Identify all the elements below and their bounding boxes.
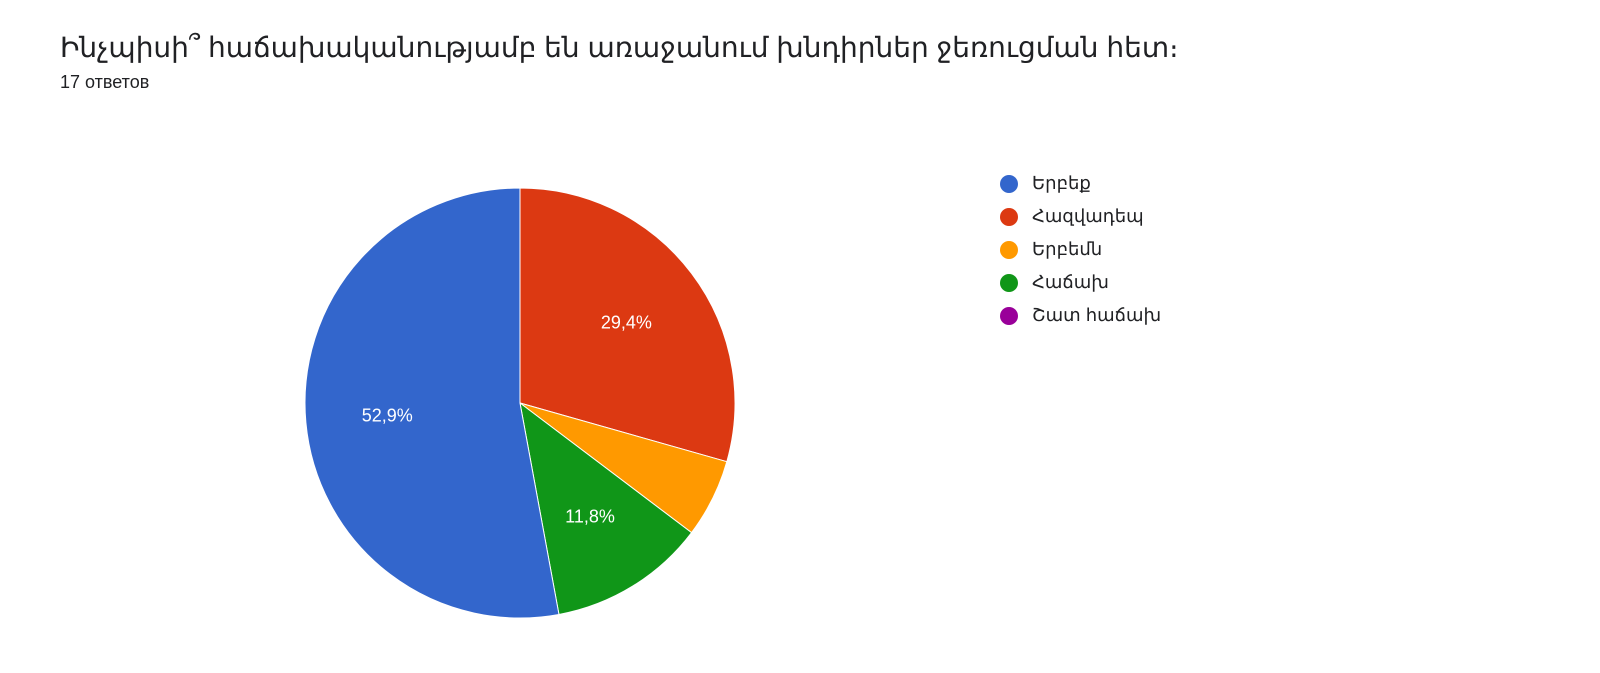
legend-swatch — [1000, 274, 1018, 292]
chart-subtitle: 17 ответов — [60, 72, 1540, 93]
slice-label: 11,8% — [565, 506, 615, 527]
legend-swatch — [1000, 241, 1018, 259]
legend-swatch — [1000, 208, 1018, 226]
legend-swatch — [1000, 307, 1018, 325]
slice-label: 52,9% — [362, 405, 413, 426]
legend-item[interactable]: Շատ հաճախ — [1000, 305, 1161, 326]
pie-chart: 29,4% 11,8% 52,9% — [60, 113, 960, 633]
legend-label: Հաճախ — [1032, 272, 1109, 293]
legend-item[interactable]: Հազվադեպ — [1000, 206, 1161, 227]
legend-label: Երբեք — [1032, 173, 1091, 194]
legend: Երբեք Հազվադեպ Երբեմն Հաճախ Շատ հաճախ — [1000, 173, 1161, 338]
slice-label: 29,4% — [601, 313, 652, 334]
legend-label: Երբեմն — [1032, 239, 1102, 260]
chart-row: 29,4% 11,8% 52,9% Երբեք Հազվադեպ Երբեմն Հաճախ… — [60, 113, 1540, 633]
chart-title: Ինչպիսի՞ հաճախականությամբ են առաջանում խ… — [60, 30, 1540, 66]
legend-item[interactable]: Երբեք — [1000, 173, 1161, 194]
chart-container: Ինչպիսի՞ հաճախականությամբ են առաջանում խ… — [0, 0, 1600, 673]
legend-item[interactable]: Հաճախ — [1000, 272, 1161, 293]
legend-label: Շատ հաճախ — [1032, 305, 1161, 326]
pie-svg — [60, 113, 960, 633]
legend-label: Հազվադեպ — [1032, 206, 1144, 227]
legend-swatch — [1000, 175, 1018, 193]
legend-item[interactable]: Երբեմն — [1000, 239, 1161, 260]
